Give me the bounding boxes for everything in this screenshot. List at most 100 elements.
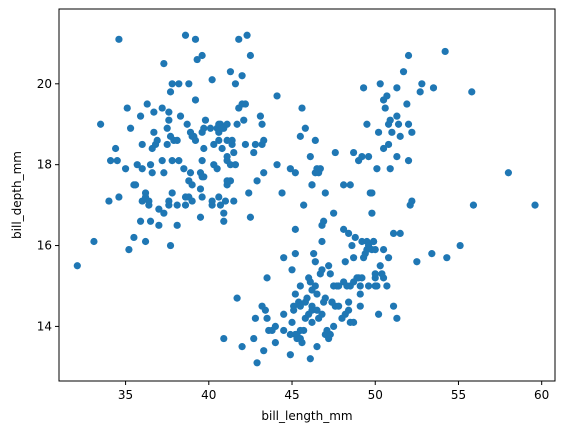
data-point [260, 347, 268, 355]
data-point [191, 96, 200, 104]
data-point [383, 92, 391, 100]
data-point [384, 140, 393, 149]
y-axis-ticks: 14 16 18 20 [37, 77, 59, 333]
data-point [376, 80, 384, 88]
data-point [133, 161, 141, 169]
y-axis-label: bill_depth_mm [10, 151, 24, 239]
y-tick-label: 16 [37, 239, 52, 253]
data-point [215, 136, 223, 145]
data-point [371, 282, 379, 290]
data-point [226, 161, 235, 169]
data-point [146, 217, 155, 225]
data-point [105, 197, 113, 205]
data-point [288, 266, 296, 274]
data-point [399, 68, 408, 76]
data-point [364, 282, 373, 290]
data-point [443, 254, 451, 262]
data-point [396, 229, 404, 238]
data-point [504, 169, 512, 177]
data-point [258, 120, 266, 128]
data-point [138, 165, 146, 173]
data-point [393, 314, 401, 322]
data-point [348, 241, 356, 250]
data-point [318, 266, 326, 274]
data-point [373, 165, 381, 173]
data-point [321, 294, 329, 302]
data-point [150, 128, 158, 136]
data-point [153, 136, 161, 145]
data-point [188, 197, 196, 205]
data-point [358, 237, 366, 246]
data-point [368, 209, 376, 217]
data-point [208, 76, 216, 84]
data-point [356, 282, 364, 290]
data-point [468, 88, 476, 96]
x-tick-label: 45 [284, 388, 299, 402]
data-point [223, 152, 231, 161]
data-point [531, 201, 539, 209]
data-point [206, 124, 215, 132]
data-point [168, 189, 176, 197]
data-point [389, 229, 398, 238]
y-tick-label: 18 [37, 158, 52, 172]
data-point [331, 148, 339, 157]
data-point [126, 124, 135, 132]
data-point [246, 51, 255, 60]
data-point [158, 157, 166, 165]
data-point [143, 100, 151, 108]
data-point [215, 193, 223, 201]
data-point [175, 80, 183, 88]
data-point [180, 165, 188, 173]
data-point [350, 318, 358, 326]
data-point [231, 80, 240, 88]
data-point [165, 116, 173, 124]
data-point [173, 221, 181, 229]
data-point [256, 112, 264, 120]
data-point [241, 140, 250, 149]
data-point [305, 310, 313, 318]
data-point [345, 306, 353, 314]
data-point [188, 181, 196, 189]
data-point [263, 274, 271, 282]
data-point [228, 136, 236, 145]
data-point [286, 165, 294, 173]
data-point [280, 310, 288, 318]
data-point [311, 136, 319, 145]
data-point [388, 128, 396, 136]
data-point [416, 88, 424, 96]
data-point [141, 189, 150, 197]
data-point [220, 209, 228, 217]
data-point [305, 274, 313, 282]
data-point [386, 165, 394, 173]
data-point [403, 100, 411, 108]
data-point [326, 270, 334, 278]
data-point [296, 302, 304, 310]
data-point [469, 201, 478, 209]
data-point [404, 157, 413, 165]
data-point [335, 282, 343, 290]
data-point [200, 173, 208, 181]
x-tick-label: 40 [201, 388, 216, 402]
data-point [345, 229, 353, 238]
data-point [358, 152, 366, 161]
data-point [220, 334, 228, 343]
data-point [364, 152, 373, 161]
data-point [429, 84, 438, 92]
data-point [358, 274, 366, 282]
data-point [233, 294, 241, 302]
data-point [221, 197, 230, 205]
data-point [383, 282, 391, 290]
data-point [310, 250, 318, 258]
data-point [428, 250, 436, 258]
data-point [298, 338, 306, 347]
data-point [298, 104, 306, 112]
data-point [389, 302, 398, 310]
data-point [168, 157, 176, 165]
data-point [291, 225, 299, 233]
data-point [176, 112, 185, 120]
data-point [308, 318, 316, 326]
data-point [316, 165, 324, 173]
data-point [313, 290, 321, 298]
data-point [196, 185, 205, 193]
